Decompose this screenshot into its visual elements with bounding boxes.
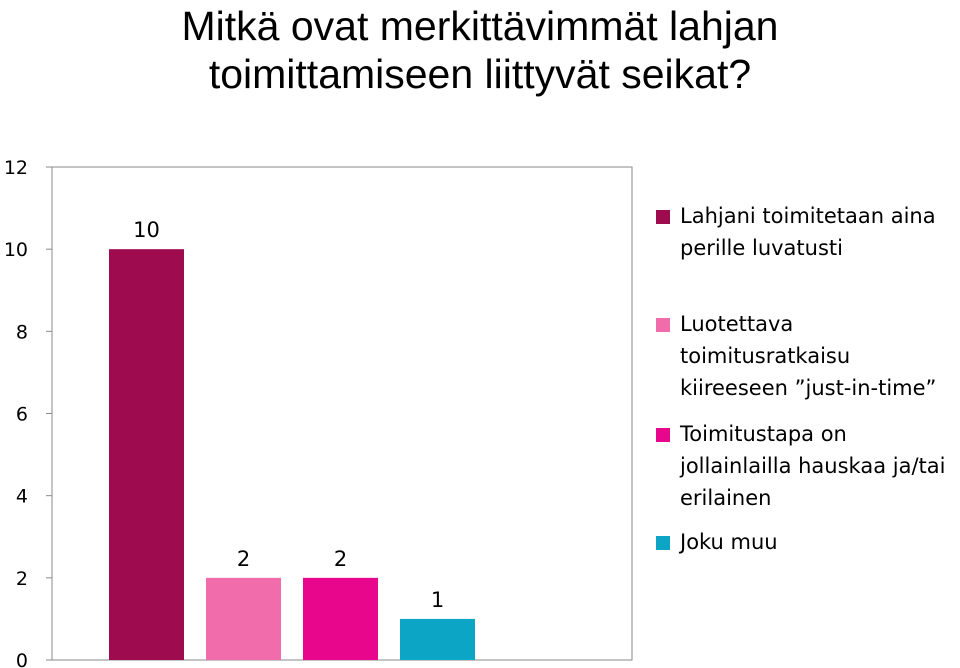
data-labels: 10 2 2 1 bbox=[133, 218, 444, 612]
legend-swatch bbox=[656, 318, 670, 332]
y-tick-label: 0 bbox=[16, 650, 28, 668]
legend-item-4: Joku muu bbox=[656, 526, 960, 558]
legend-item-1: Lahjani toimitetaan aina perille luvatus… bbox=[656, 200, 960, 264]
legend-item-3: Toimitustapa on jollainlailla hauskaa ja… bbox=[656, 418, 960, 514]
data-label-2: 2 bbox=[237, 547, 250, 571]
y-tick-label: 12 bbox=[4, 157, 28, 179]
data-label-1: 10 bbox=[133, 218, 160, 242]
bar-2 bbox=[206, 577, 281, 660]
legend-label: Lahjani toimitetaan aina perille luvatus… bbox=[680, 204, 936, 260]
legend-item-2: Luotettava toimitusratkaisu kiireeseen ”… bbox=[656, 308, 960, 404]
bars bbox=[109, 249, 475, 660]
chart-title: Mitkä ovat merkittävimmät lahjan toimitt… bbox=[0, 2, 960, 98]
bar-4 bbox=[400, 618, 475, 660]
legend-swatch bbox=[656, 536, 670, 550]
legend-label: Toimitustapa on jollainlailla hauskaa ja… bbox=[680, 422, 946, 510]
data-label-4: 1 bbox=[431, 588, 444, 612]
y-tick-label: 6 bbox=[16, 404, 28, 426]
legend-swatch bbox=[656, 428, 670, 442]
bar-1 bbox=[109, 249, 184, 660]
y-tick-label: 8 bbox=[16, 321, 28, 343]
chart-title-line-2: toimittamiseen liittyvät seikat? bbox=[208, 51, 752, 97]
y-tick-label: 10 bbox=[4, 239, 28, 261]
data-label-3: 2 bbox=[334, 547, 347, 571]
y-tick-label: 4 bbox=[16, 486, 28, 508]
legend-label: Joku muu bbox=[680, 530, 778, 554]
y-axis-ticks: 0 2 4 6 8 10 12 bbox=[4, 157, 52, 668]
y-tick-label: 2 bbox=[16, 568, 28, 590]
chart-title-line-1: Mitkä ovat merkittävimmät lahjan bbox=[181, 3, 779, 49]
legend-swatch bbox=[656, 210, 670, 224]
bar-3 bbox=[303, 577, 378, 660]
legend-label: Luotettava toimitusratkaisu kiireeseen ”… bbox=[680, 312, 937, 400]
